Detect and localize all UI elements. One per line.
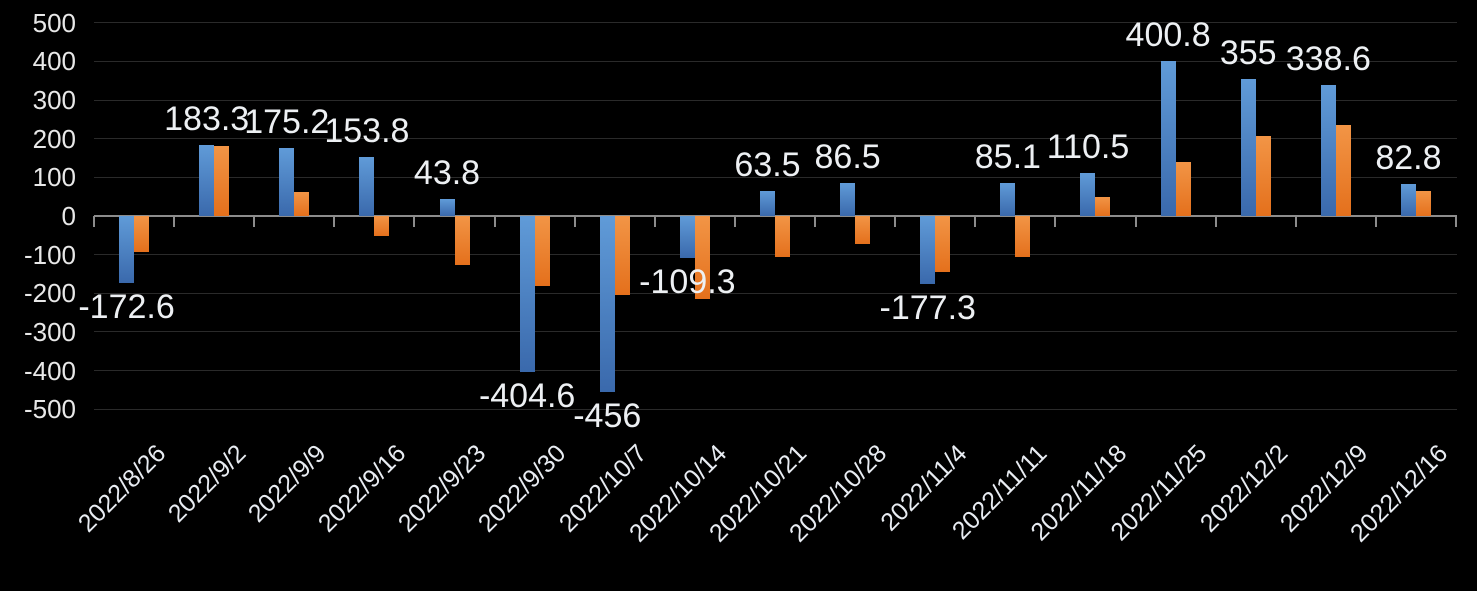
- bar-orange: [214, 145, 230, 216]
- bar-blue: [1320, 85, 1336, 216]
- axis-tick-mark: [814, 216, 817, 227]
- gridline--400: [94, 370, 1457, 372]
- value-label: -404.6: [478, 377, 576, 416]
- bar-blue: [840, 182, 856, 216]
- y-tick-label: -300: [23, 316, 76, 347]
- value-label: 400.8: [1125, 16, 1211, 55]
- axis-tick-mark: [573, 216, 576, 227]
- axis-tick-mark: [1054, 216, 1057, 227]
- bar-orange: [614, 216, 630, 295]
- bar-orange: [1175, 161, 1191, 216]
- bar-blue: [519, 216, 535, 373]
- bar-orange: [1015, 216, 1031, 258]
- value-label: -172.6: [78, 287, 175, 326]
- gridline-200: [94, 138, 1457, 140]
- bar-blue: [439, 199, 455, 216]
- gridline-300: [94, 99, 1457, 101]
- axis-tick-mark: [1294, 216, 1297, 227]
- bar-blue: [920, 216, 936, 285]
- gridline-400: [94, 60, 1457, 62]
- axis-tick-mark: [333, 216, 336, 227]
- bar-orange: [855, 216, 871, 244]
- y-tick-label: 100: [32, 162, 76, 193]
- value-label: 153.8: [324, 111, 410, 150]
- y-tick-label: 500: [32, 7, 76, 38]
- gridline--200: [94, 292, 1457, 294]
- bar-blue: [1080, 173, 1096, 216]
- bar-blue: [119, 216, 135, 283]
- y-tick-label: -200: [23, 278, 76, 309]
- axis-tick-mark: [413, 216, 416, 227]
- bar-blue: [679, 216, 695, 259]
- y-tick-label: 0: [61, 201, 76, 231]
- value-label: 86.5: [814, 137, 881, 176]
- axis-tick-mark: [173, 216, 176, 227]
- bar-orange: [374, 216, 390, 237]
- y-tick-label: 300: [32, 85, 76, 116]
- gridline--300: [94, 331, 1457, 333]
- x-tick-label: 2022/9/16: [313, 439, 412, 538]
- value-label: 338.6: [1285, 40, 1371, 79]
- gridline-500: [94, 22, 1457, 24]
- value-label: 82.8: [1375, 139, 1442, 177]
- x-tick-label: 2022/9/23: [393, 439, 492, 538]
- axis-tick-mark: [1455, 216, 1457, 227]
- bar-blue: [760, 191, 775, 216]
- value-label: 43.8: [413, 154, 481, 193]
- axis-tick-mark: [974, 216, 977, 227]
- axis-tick-mark: [1214, 216, 1217, 227]
- bar-orange: [694, 216, 710, 299]
- bar-blue: [199, 145, 215, 216]
- x-tick-label: 2022/9/2: [162, 439, 252, 528]
- y-tick-label: 200: [32, 123, 76, 154]
- axis-tick-mark: [894, 216, 897, 227]
- value-label: 183.3: [164, 100, 250, 139]
- x-tick-label: 2022/9/30: [473, 439, 572, 538]
- bar-blue: [1160, 61, 1176, 216]
- y-tick-label: 400: [32, 46, 76, 77]
- bar-orange: [1415, 190, 1431, 216]
- axis-tick-mark: [1134, 216, 1137, 227]
- bar-blue: [359, 156, 375, 216]
- y-tick-label: -400: [23, 355, 76, 386]
- x-tick-label: 2022/8/26: [72, 439, 172, 538]
- bar-orange: [134, 216, 150, 252]
- bar-orange: [294, 191, 310, 216]
- bar-orange: [534, 216, 550, 286]
- axis-tick-mark: [653, 216, 656, 227]
- bar-orange: [454, 216, 470, 265]
- gridline--500: [94, 408, 1457, 410]
- gridline-100: [94, 176, 1457, 178]
- bar-orange: [935, 216, 951, 273]
- axis-tick-mark: [253, 216, 256, 227]
- bar-blue: [1400, 184, 1416, 216]
- value-label: 110.5: [1046, 128, 1130, 167]
- y-tick-label: -500: [23, 394, 76, 425]
- bar-orange: [775, 216, 790, 257]
- bar-blue: [599, 216, 615, 393]
- bar-orange: [1335, 125, 1351, 216]
- y-tick-label: -100: [23, 239, 76, 270]
- bar-orange: [1095, 196, 1111, 216]
- value-label: -109.3: [639, 263, 736, 302]
- axis-tick-mark: [1374, 216, 1377, 227]
- bar-blue: [279, 148, 295, 216]
- bar-blue: [1000, 183, 1016, 216]
- axis-tick-mark: [493, 216, 496, 227]
- value-label: 63.5: [734, 146, 801, 185]
- axis-tick-mark: [93, 216, 95, 227]
- value-label: -177.3: [879, 289, 976, 328]
- x-tick-label: 2022/12/2: [1194, 439, 1293, 538]
- value-label: 85.1: [974, 138, 1041, 177]
- value-label: 355: [1219, 33, 1277, 72]
- bar-blue: [1240, 78, 1256, 216]
- value-label: 175.2: [244, 103, 330, 142]
- axis-tick-mark: [733, 216, 736, 227]
- value-label: -456: [573, 397, 642, 436]
- bar-orange: [1255, 136, 1271, 216]
